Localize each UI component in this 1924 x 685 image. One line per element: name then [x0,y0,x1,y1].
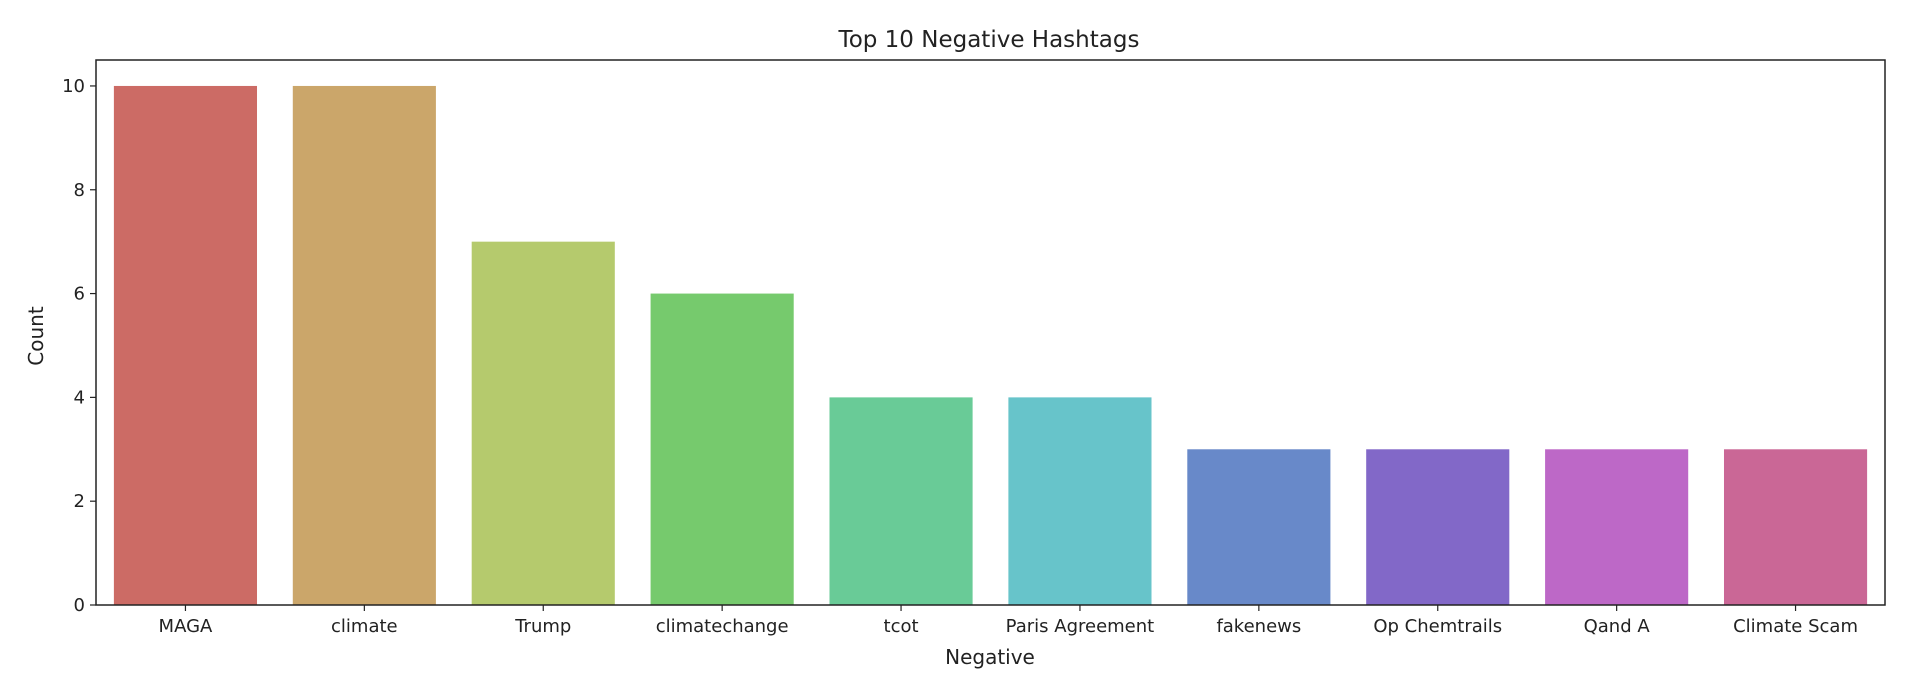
x-tick-label: Paris Agreement [1006,616,1155,637]
bar-trump [471,241,615,605]
y-tick-label: 10 [62,76,85,97]
bar-fakenews [1187,449,1331,605]
y-tick-label: 6 [74,284,85,305]
x-tick-label: MAGA [159,616,213,637]
bars-layer [113,85,1868,605]
x-tick-label: climatechange [656,616,789,637]
y-axis-label: Count [24,306,48,366]
x-tick-label: fakenews [1216,616,1301,637]
bar-op-chemtrails [1366,449,1510,605]
y-tick-label: 2 [74,491,85,512]
x-tick-label: Trump [514,616,571,637]
x-tick-label: Op Chemtrails [1373,616,1502,637]
bar-paris-agreement [1008,397,1152,605]
x-tick-label: tcot [884,616,919,637]
x-axis: MAGA climate Trump climatechange tcot Paris A… [159,605,1858,637]
bar-tcot [829,397,973,605]
x-tick-label: climate [331,616,398,637]
y-tick-label: 8 [74,180,85,201]
y-axis: 0 2 4 6 8 10 [62,76,96,616]
bar-qand-a [1545,449,1689,605]
bar-maga [113,85,258,605]
plot-frame [95,59,1886,606]
chart-title: Top 10 Negative Hashtags [838,27,1140,53]
bar-climate [292,85,436,605]
x-tick-label: Climate Scam [1733,616,1858,637]
x-tick-label: Qand A [1584,616,1651,637]
y-tick-label: 0 [74,595,85,616]
bar-climate-scam [1723,449,1868,605]
x-axis-label: Negative [945,645,1035,669]
bar-climatechange [650,293,794,605]
y-tick-label: 4 [74,387,85,408]
